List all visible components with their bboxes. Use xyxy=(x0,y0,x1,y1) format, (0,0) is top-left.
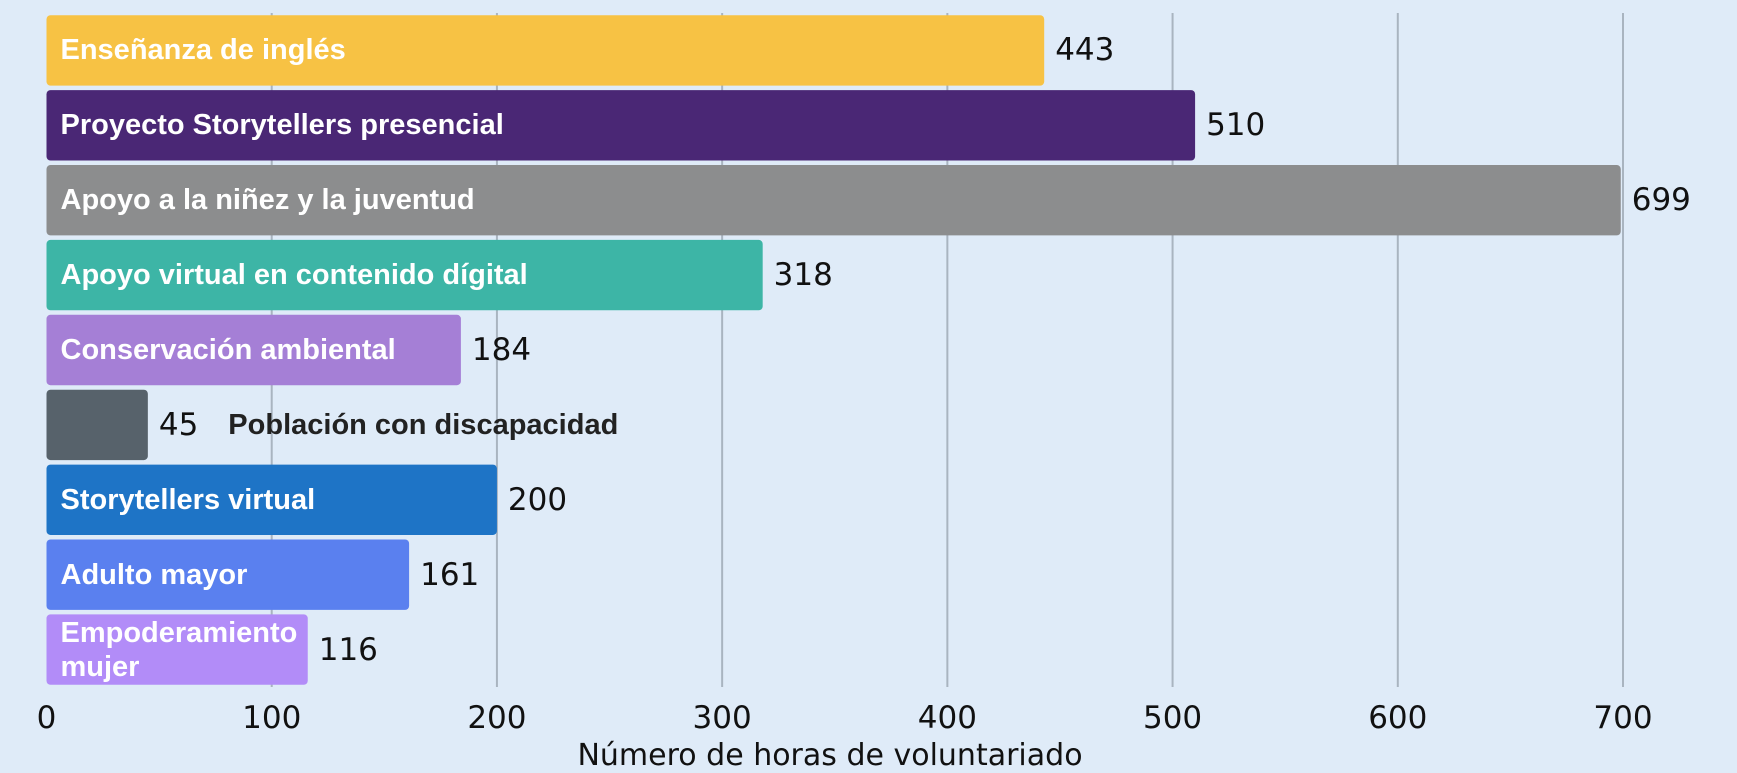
bar-label: Enseñanza de inglés xyxy=(60,34,346,67)
bar-label: Apoyo virtual en contenido dígital xyxy=(60,259,528,292)
bar-label: Conservación ambiental xyxy=(60,333,396,366)
x-tick-label: 200 xyxy=(467,700,527,736)
value-label: 45 xyxy=(158,406,199,443)
value-label: 510 xyxy=(1206,107,1266,144)
x-tick-label: 0 xyxy=(36,700,57,736)
value-label: 200 xyxy=(507,481,568,518)
bar-label: Proyecto Storytellers presencial xyxy=(60,109,504,142)
x-tick-label: 100 xyxy=(242,700,302,736)
value-label: 116 xyxy=(318,631,378,668)
bar xyxy=(46,90,1196,161)
bar-label: Población con discapacidad xyxy=(228,408,619,441)
value-label: 318 xyxy=(773,257,833,294)
bar-label: Empoderamiento mujer xyxy=(60,616,298,683)
value-label: 161 xyxy=(420,556,480,593)
bar xyxy=(46,464,497,535)
x-tick-label: 300 xyxy=(692,700,752,736)
value-label: 443 xyxy=(1055,32,1115,69)
bar xyxy=(46,15,1045,86)
x-tick-label: 700 xyxy=(1593,700,1653,736)
bar xyxy=(46,165,1621,236)
bar xyxy=(46,314,461,386)
bar xyxy=(46,614,308,685)
bar-label: Apoyo a la niñez y la juventud xyxy=(60,184,475,217)
value-label: 699 xyxy=(1631,182,1691,219)
value-label: 184 xyxy=(471,331,532,368)
x-tick-label: 600 xyxy=(1368,700,1428,736)
bar-label: Adulto mayor xyxy=(60,558,248,591)
bar xyxy=(46,389,148,461)
x-tick-label: 500 xyxy=(1142,700,1203,736)
x-tick-label: 400 xyxy=(917,700,977,736)
bar xyxy=(46,539,410,610)
x-axis-title: Número de horas de voluntariado xyxy=(577,738,1083,773)
bar xyxy=(46,239,763,311)
bar-label: Storytellers virtual xyxy=(60,483,316,516)
